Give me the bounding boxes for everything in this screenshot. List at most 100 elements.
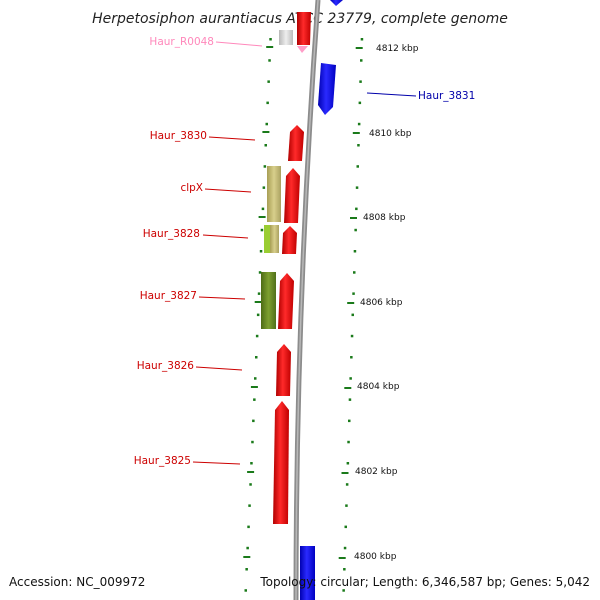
scale-label-4802: 4802 kbp [355,467,398,477]
gene-label-haur-3830: Haur_3830 [150,130,207,142]
ruler-dot-right [343,546,347,550]
gene-arrow-haur-3826 [276,344,291,396]
ruler-major-left [266,46,274,48]
gene-label-haur-3827: Haur_3827 [140,290,197,302]
ruler-dot-right [355,207,358,211]
ruler-dot-left [269,38,272,41]
ruler-dot-left [267,80,270,83]
ruler-major-right [355,47,363,49]
ruler-major-left [247,471,255,473]
ruler-dot-right [345,504,348,507]
ruler-dot-right [350,356,353,359]
ruler-dot-left [265,122,268,126]
leader-haur-3831 [366,92,417,97]
gene-arrow-top-red [297,12,311,45]
ruler-dot-left [255,334,259,338]
ruler-dot-right [357,144,360,147]
ruler-dot-right [348,398,352,401]
ruler-dot-right [347,440,350,444]
scale-label-4812: 4812 kbp [376,44,419,54]
ruler-dot-right [356,165,359,168]
ruler-major-left [262,131,270,133]
ruler-dot-right [348,419,351,423]
ruler-dot-right [354,228,357,232]
ruler-dot-right [350,334,354,338]
scale-label-4810: 4810 kbp [369,129,412,139]
ruler-dot-right [352,292,355,295]
cds-khaki [267,166,281,222]
cds-olive [261,272,276,329]
scale-label-4806: 4806 kbp [360,298,403,308]
ruler-major-left [254,301,262,303]
ruler-dot-left [250,462,253,465]
gene-arrow-haur-3831 [318,63,336,115]
ruler-major-left [250,386,258,388]
gene-arrow-clpx [284,168,300,223]
ruler-dot-left [262,186,266,189]
gene-arrow-haur-3827 [278,273,294,329]
gene-label-haur-3826: Haur_3826 [137,360,195,372]
cds-grey [279,30,293,45]
ruler-dot-left [258,271,262,274]
scale-label-4800: 4800 kbp [354,552,397,562]
ruler-dot-right [360,38,364,41]
ruler-dot-left [255,356,258,359]
ruler-major-right [352,132,360,134]
ruler-dot-left [268,59,271,62]
gene-label-clpx: clpX [180,182,203,194]
scale-label-4808: 4808 kbp [363,213,406,223]
gene-label-haur-3831: Haur_3831 [418,90,475,102]
ruler-dot-right [346,462,350,465]
ruler-major-left [258,216,266,218]
ruler-dot-left [266,101,269,105]
ruler-dot-right [344,525,347,529]
ruler-dot-left [247,525,250,529]
ruler-dot-left [253,398,256,401]
ruler-major-right [347,302,355,304]
ruler-dot-left [252,419,255,423]
ruler-dot-left [263,165,267,168]
ruler-dot-left [251,440,254,444]
leader-haur-3830 [208,136,256,141]
ruler-dot-left [254,377,257,380]
ruler-dot-right [357,122,361,126]
gene-arrow-haur-3830 [288,125,304,161]
ruler-dot-right [360,59,363,62]
ruler-dot-right [343,568,346,571]
ruler-dot-left [245,568,248,571]
gene-arrow-haur-3832 [330,0,343,6]
ruler-dot-left [264,144,267,147]
gene-arrow-haur-3828 [282,226,297,254]
genome-backbone-highlight [295,0,319,600]
gene-arrow-haur-3825 [273,401,289,524]
ruler-dot-left [248,504,251,507]
ruler-dot-left [259,250,263,253]
leader-haur-3827 [198,296,246,300]
scale-label-4804: 4804 kbp [357,382,400,392]
leader-haur-r0048 [215,41,263,47]
rna-arrow-haur-r0048 [297,46,308,53]
ruler-major-left [243,556,251,558]
ruler-dot-right [349,377,352,380]
ruler-dot-left [261,207,265,211]
genome-backbone [293,0,321,600]
ruler-dot-right [355,186,359,189]
topology-text: Topology: circular; Length: 6,346,587 bp… [259,575,590,589]
ruler-major-right [344,387,352,389]
ruler-dot-right [342,589,345,592]
ruler-dot-right [353,250,357,253]
ruler-dot-left [244,589,247,592]
ruler-dot-right [359,80,362,83]
ruler-dot-left [257,292,261,295]
gene-label-haur-3828: Haur_3828 [143,228,200,240]
ruler-dot-left [246,546,249,550]
ruler-dot-right [358,101,362,105]
leader-haur-3828 [202,234,249,239]
accession-text: Accession: NC_009972 [9,575,145,589]
ruler-ticks [243,38,364,592]
ruler-major-right [350,217,357,219]
leader-haur-3825 [192,461,241,465]
ruler-dot-left [256,313,260,317]
ruler-major-right [338,557,346,559]
